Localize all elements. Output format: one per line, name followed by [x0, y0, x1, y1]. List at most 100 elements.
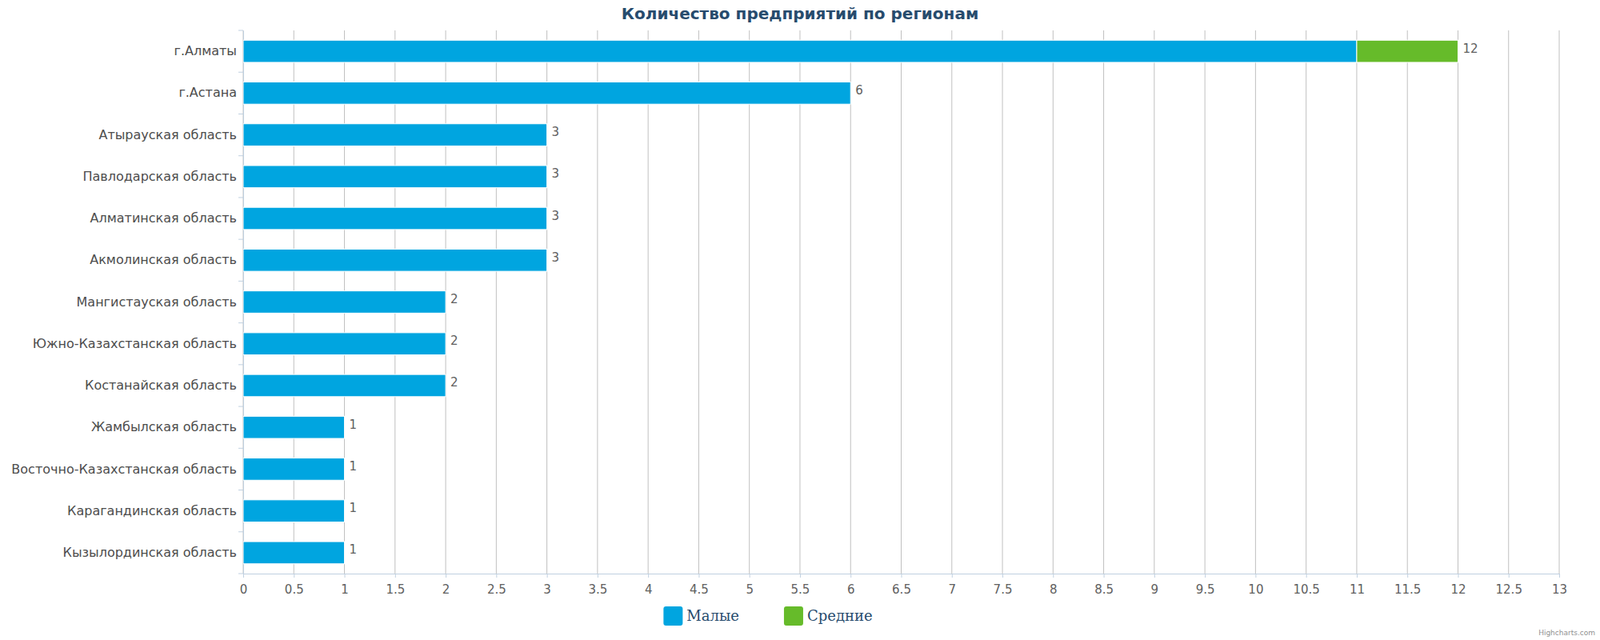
y-tick: Кызылординская область [63, 544, 244, 560]
bar[interactable] [243, 248, 548, 272]
bar[interactable] [243, 124, 548, 147]
bar[interactable] [243, 332, 446, 356]
x-tick: 4.5 [689, 573, 709, 597]
x-tick-mark [850, 573, 852, 578]
total-label: 2 [450, 375, 459, 390]
grid-line [799, 30, 800, 574]
bars [243, 40, 1458, 564]
y-tick: Алматинская область [90, 210, 244, 226]
total-label: 3 [552, 166, 560, 181]
x-tick-label: 3 [543, 582, 552, 597]
x-tick-mark [749, 573, 751, 578]
credits[interactable]: Highcharts.com [1538, 628, 1596, 637]
y-separators [238, 30, 244, 574]
grid-line [900, 30, 902, 574]
x-tick: 1 [340, 573, 349, 597]
bar[interactable] [1356, 40, 1459, 63]
x-tick-mark [597, 573, 599, 578]
y-tick-label: Мангистауская область [76, 294, 237, 310]
bar[interactable] [445, 291, 447, 314]
legend-item[interactable]: Малые [663, 606, 740, 626]
y-separator [238, 113, 244, 115]
grid-line [1559, 30, 1560, 574]
y-tick: Карагандинская область [67, 503, 244, 519]
legend-label: Средние [807, 607, 873, 624]
bar[interactable] [546, 207, 548, 230]
grid-line [1052, 30, 1054, 574]
y-separator [238, 239, 244, 240]
x-tick-label: 5 [745, 582, 754, 597]
x-tick: 10 [1248, 573, 1264, 597]
plot-area: 00.511.522.533.544.555.566.577.588.599.5… [11, 30, 1568, 597]
y-separator [238, 280, 244, 282]
bar[interactable] [344, 500, 345, 523]
x-tick: 7 [948, 573, 956, 597]
x-tick-mark [1407, 573, 1408, 578]
y-tick: Восточно-Казахстанская область [11, 461, 244, 477]
x-tick-mark [1457, 573, 1459, 578]
total-label: 6 [855, 83, 864, 98]
bar[interactable] [546, 248, 548, 272]
bar[interactable] [243, 207, 548, 230]
x-tick: 2.5 [487, 573, 507, 597]
legend-item[interactable]: Средние [784, 606, 873, 626]
y-tick-label: Акмолинская область [89, 252, 237, 268]
y-tick-label: Кызылординская область [63, 544, 237, 560]
chart: 00.511.522.533.544.555.566.577.588.599.5… [0, 0, 1600, 640]
y-tick-label: Жамбылская область [91, 419, 237, 435]
grid-line [1255, 30, 1256, 574]
bar[interactable] [243, 374, 446, 397]
bar[interactable] [445, 332, 447, 356]
total-label: 1 [349, 500, 358, 516]
bar[interactable] [243, 500, 345, 523]
x-tick: 10.5 [1292, 573, 1320, 597]
y-tick: Павлодарская область [82, 168, 244, 184]
series-bars [243, 40, 1357, 564]
x-tick: 5.5 [791, 573, 811, 597]
x-tick-label: 9 [1151, 582, 1160, 597]
bar[interactable] [344, 458, 345, 481]
y-separator [238, 30, 244, 32]
x-tick-label: 8.5 [1094, 582, 1114, 597]
x-tick-mark [395, 573, 396, 578]
bar[interactable] [243, 458, 345, 481]
y-separator [238, 364, 244, 365]
x-tick-mark [1356, 573, 1358, 578]
x-tick-label: 4 [644, 582, 653, 597]
y-tick-label: Алматинская область [90, 210, 237, 226]
x-tick-label: 2 [442, 582, 451, 597]
x-tick: 5 [745, 573, 754, 597]
bar[interactable] [243, 541, 345, 564]
x-tick-mark [1204, 573, 1206, 578]
bar[interactable] [243, 40, 1357, 63]
bar[interactable] [344, 541, 345, 564]
bar[interactable] [344, 416, 345, 439]
x-tick-label: 7.5 [993, 582, 1013, 597]
x-tick-mark [1154, 573, 1156, 578]
bar[interactable] [243, 416, 345, 439]
y-tick: г.Алматы [174, 43, 244, 59]
x-axis: 00.511.522.533.544.555.566.577.588.599.5… [240, 573, 1568, 597]
y-separator [238, 489, 244, 491]
bar[interactable] [243, 165, 548, 188]
x-tick: 9 [1151, 573, 1160, 597]
bar[interactable] [546, 124, 548, 147]
y-separator [238, 531, 244, 532]
y-separator [238, 406, 244, 408]
grid-line [496, 30, 497, 574]
y-tick-label: Павлодарская область [82, 168, 237, 184]
x-tick: 11 [1349, 573, 1365, 597]
bar[interactable] [850, 82, 852, 105]
x-tick: 7.5 [993, 573, 1013, 597]
x-tick: 1.5 [385, 573, 405, 597]
y-tick: Южно-Казахстанская область [32, 336, 244, 352]
bar[interactable] [243, 291, 446, 314]
bar[interactable] [445, 374, 447, 397]
x-tick: 8.5 [1094, 573, 1114, 597]
x-tick-mark [445, 573, 447, 578]
y-separator [238, 322, 244, 324]
x-tick: 11.5 [1394, 573, 1421, 597]
bar[interactable] [243, 82, 851, 105]
x-tick-label: 12 [1450, 582, 1466, 597]
bar[interactable] [546, 165, 548, 188]
